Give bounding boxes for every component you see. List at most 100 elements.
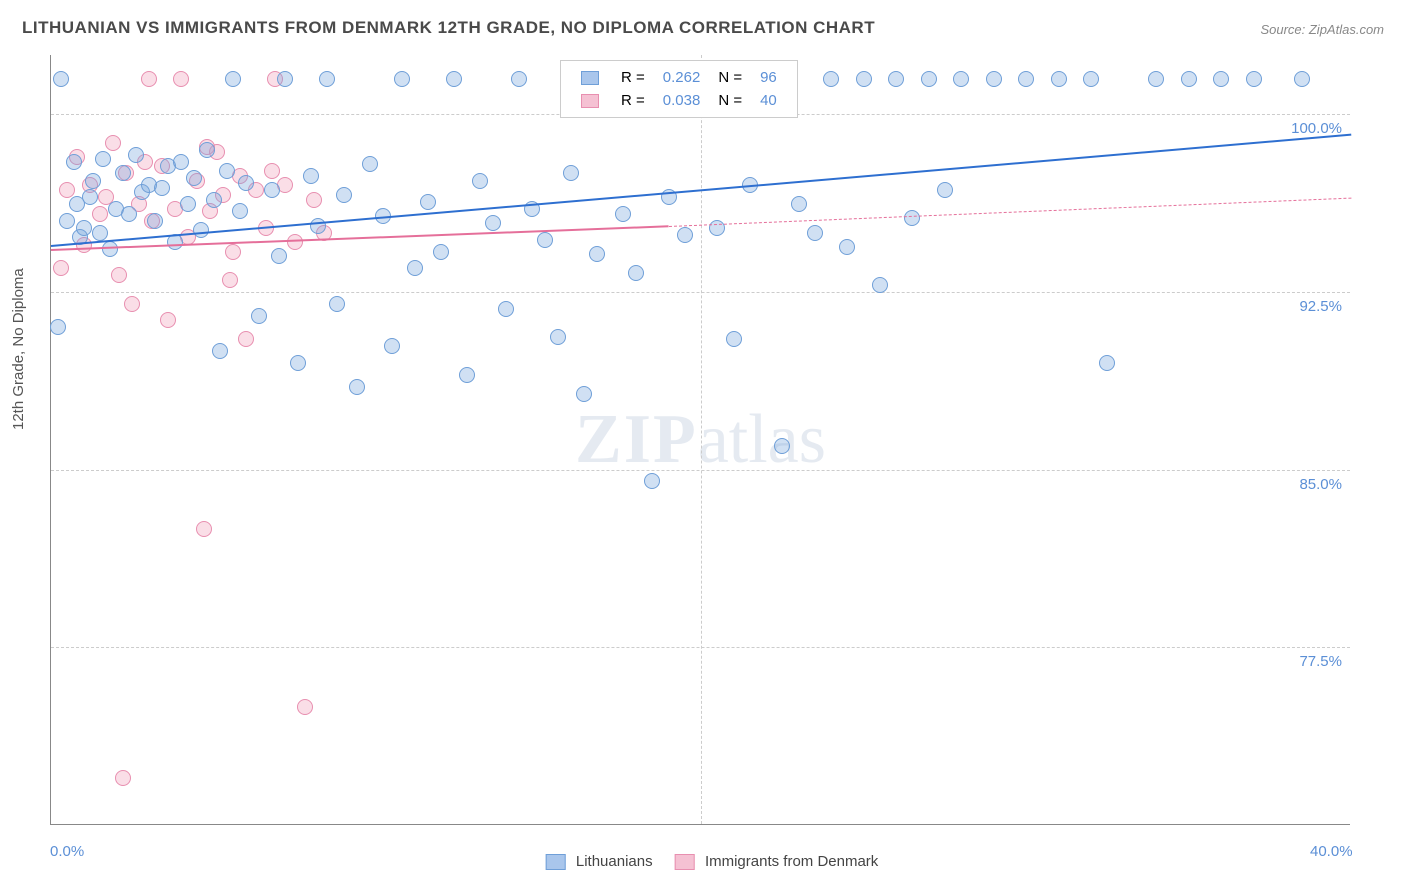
scatter-marker: [1294, 71, 1310, 87]
scatter-marker: [128, 147, 144, 163]
series2-n-value: 40: [752, 90, 785, 111]
scatter-marker: [807, 225, 823, 241]
chart-title: LITHUANIAN VS IMMIGRANTS FROM DENMARK 12…: [22, 18, 875, 38]
scatter-marker: [1051, 71, 1067, 87]
scatter-marker: [102, 241, 118, 257]
scatter-marker: [290, 355, 306, 371]
scatter-marker: [219, 163, 235, 179]
scatter-marker: [394, 71, 410, 87]
scatter-marker: [537, 232, 553, 248]
scatter-marker: [1181, 71, 1197, 87]
scatter-marker: [615, 206, 631, 222]
scatter-marker: [199, 142, 215, 158]
scatter-marker: [677, 227, 693, 243]
scatter-marker: [264, 163, 280, 179]
scatter-marker: [111, 267, 127, 283]
n-label: N =: [710, 90, 750, 111]
series2-legend-label: Immigrants from Denmark: [705, 853, 878, 870]
scatter-marker: [59, 213, 75, 229]
scatter-marker: [92, 206, 108, 222]
scatter-marker: [498, 301, 514, 317]
series2-swatch-icon: [675, 854, 695, 870]
scatter-marker: [212, 343, 228, 359]
scatter-marker: [82, 189, 98, 205]
n-label: N =: [710, 67, 750, 88]
scatter-marker: [459, 367, 475, 383]
scatter-marker: [303, 168, 319, 184]
scatter-marker: [59, 182, 75, 198]
scatter-marker: [472, 173, 488, 189]
trend-line: [668, 197, 1351, 226]
scatter-marker: [726, 331, 742, 347]
scatter-marker: [407, 260, 423, 276]
scatter-marker: [53, 260, 69, 276]
scatter-marker: [823, 71, 839, 87]
scatter-marker: [628, 265, 644, 281]
series2-swatch-icon: [581, 94, 599, 108]
scatter-marker: [121, 206, 137, 222]
scatter-marker: [238, 331, 254, 347]
scatter-marker: [1083, 71, 1099, 87]
scatter-marker: [173, 71, 189, 87]
scatter-marker: [92, 225, 108, 241]
scatter-marker: [576, 386, 592, 402]
scatter-marker: [856, 71, 872, 87]
watermark-bold: ZIP: [575, 401, 698, 478]
r-label: R =: [613, 90, 653, 111]
scatter-marker: [180, 196, 196, 212]
scatter-marker: [1018, 71, 1034, 87]
scatter-marker: [251, 308, 267, 324]
series1-legend-label: Lithuanians: [576, 853, 653, 870]
scatter-marker: [839, 239, 855, 255]
scatter-marker: [1099, 355, 1115, 371]
stats-legend: R = 0.262 N = 96 R = 0.038 N = 40: [560, 60, 798, 118]
scatter-marker: [904, 210, 920, 226]
scatter-marker: [986, 71, 1002, 87]
scatter-marker: [774, 438, 790, 454]
scatter-marker: [921, 71, 937, 87]
scatter-marker: [50, 319, 66, 335]
scatter-marker: [953, 71, 969, 87]
x-tick-label: 0.0%: [50, 843, 84, 860]
scatter-marker: [206, 192, 222, 208]
scatter-marker: [66, 154, 82, 170]
scatter-marker: [186, 170, 202, 186]
watermark-rest: atlas: [698, 401, 826, 478]
scatter-marker: [1213, 71, 1229, 87]
scatter-marker: [433, 244, 449, 260]
scatter-marker: [511, 71, 527, 87]
scatter-marker: [85, 173, 101, 189]
y-tick-label: 85.0%: [1282, 476, 1342, 493]
scatter-marker: [420, 194, 436, 210]
scatter-marker: [264, 182, 280, 198]
scatter-marker: [319, 71, 335, 87]
scatter-marker: [225, 244, 241, 260]
scatter-marker: [232, 203, 248, 219]
scatter-marker: [306, 192, 322, 208]
scatter-marker: [485, 215, 501, 231]
scatter-marker: [937, 182, 953, 198]
scatter-marker: [287, 234, 303, 250]
scatter-marker: [1148, 71, 1164, 87]
scatter-marker: [709, 220, 725, 236]
scatter-marker: [154, 180, 170, 196]
scatter-marker: [297, 699, 313, 715]
chart-container: LITHUANIAN VS IMMIGRANTS FROM DENMARK 12…: [0, 0, 1406, 892]
scatter-marker: [115, 165, 131, 181]
scatter-marker: [872, 277, 888, 293]
scatter-marker: [95, 151, 111, 167]
scatter-marker: [147, 213, 163, 229]
scatter-marker: [446, 71, 462, 87]
scatter-marker: [271, 248, 287, 264]
series1-n-value: 96: [752, 67, 785, 88]
scatter-marker: [222, 272, 238, 288]
r-label: R =: [613, 67, 653, 88]
source-attribution: Source: ZipAtlas.com: [1260, 22, 1384, 37]
scatter-marker: [349, 379, 365, 395]
y-axis-label: 12th Grade, No Diploma: [10, 268, 27, 430]
series1-swatch-icon: [546, 854, 566, 870]
scatter-marker: [384, 338, 400, 354]
scatter-marker: [888, 71, 904, 87]
series1-swatch-icon: [581, 71, 599, 85]
series-legend: Lithuanians Immigrants from Denmark: [528, 853, 879, 870]
